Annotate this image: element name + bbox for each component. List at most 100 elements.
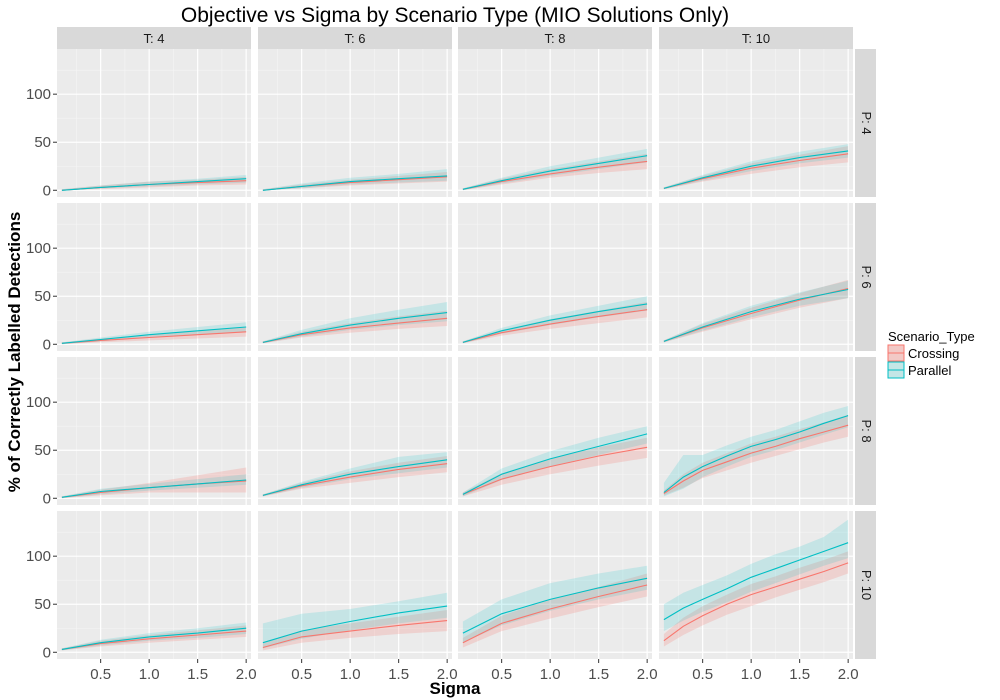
y-tick-label: 100 [26,548,51,565]
ribbon-parallel [462,426,648,497]
x-tick-label: 1.5 [187,666,208,683]
x-tick-label: 1.5 [789,666,810,683]
y-tick-label: 50 [34,288,51,305]
series-line-parallel [663,288,849,342]
legend-item-parallel: Parallel [887,361,951,379]
ribbon-crossing [663,279,849,343]
row-strip-label-p-6: P: 6 [859,265,874,288]
y-tick-label: 100 [26,240,51,257]
series-line-parallel [462,303,648,343]
series-line-parallel [462,577,648,634]
series-line-parallel [262,312,448,343]
panel-p-6-t-4 [57,203,251,351]
series-line-crossing [462,446,648,495]
panel-p-6-t-8 [458,203,652,351]
x-tick-label: 2.0 [637,666,658,683]
panel-p-6-t-10-background [659,203,853,351]
chart-title: Objective vs Sigma by Scenario Type (MIO… [181,4,729,27]
panel-p-10-t-10 [659,511,853,659]
x-tick-label: 0.5 [291,666,312,683]
series-line-crossing [262,317,448,343]
series-line-crossing [262,463,448,496]
panel-p-8-t-4 [57,357,251,505]
legend-item-crossing: Crossing [887,344,959,362]
series-line-crossing [663,424,849,494]
series-line-parallel [61,326,247,344]
row-strip-p-4 [855,49,876,197]
series-line-parallel [462,155,648,190]
ribbon-parallel [462,565,648,643]
legend: Scenario_Type Crossing Parallel [887,329,975,379]
row-strip-label-p-4: P: 4 [859,111,874,134]
series-line-crossing [462,309,648,343]
y-tick-label: 0 [43,644,51,661]
panel-p-4-t-6 [258,49,452,197]
panel-p-4-t-10-background [659,49,853,197]
y-tick-label: 0 [43,336,51,353]
col-strip-label-t-8: T: 8 [545,31,566,46]
panel-p-10-t-6 [258,511,452,659]
x-tick-label: 1.0 [139,666,160,683]
series-line-parallel [663,150,849,189]
x-tick-label: 1.5 [588,666,609,683]
col-strip-t-10 [659,27,853,49]
series-line-crossing [262,620,448,649]
x-tick-label: 0.5 [692,666,713,683]
panel-p-8-t-4-background [57,357,251,505]
series-line-parallel [262,175,448,191]
facet-grid: T: 4 T: 6 T: 8 T: 10 P: 4 P: 6 P: 8 P: 10 0 50 100… [26,27,876,683]
x-tick-label: 2.0 [236,666,257,683]
ribbon-parallel [262,169,448,191]
x-axis-title: Sigma [429,679,481,698]
series-line-parallel [663,542,849,621]
panel-p-4-t-8-background [458,49,652,197]
x-tick-label: 1.0 [540,666,561,683]
y-tick-label: 0 [43,490,51,507]
panel-p-6-t-10 [659,203,853,351]
row-strip-label-p-8: P: 8 [859,419,874,442]
panel-p-6-t-8-background [458,203,652,351]
panel-p-4-t-6-background [258,49,452,197]
legend-label-parallel: Parallel [908,363,951,378]
panel-p-10-t-4 [57,511,251,659]
series-line-crossing [663,153,849,189]
series-line-crossing [462,584,648,644]
x-tick-label: 2.0 [838,666,859,683]
x-tick-label: 1.0 [741,666,762,683]
y-tick-label: 100 [26,86,51,103]
panel-p-8-t-10 [659,357,853,505]
panel-p-4-t-4-background [57,49,251,197]
series-line-parallel [262,459,448,496]
col-strip-t-4 [57,27,251,49]
ribbon-crossing [663,551,849,647]
series-line-crossing [462,160,648,190]
legend-title: Scenario_Type [888,329,975,344]
panel-p-4-t-8 [458,49,652,197]
row-strip-label-p-10: P: 10 [859,570,874,600]
x-tick-label: 1.0 [340,666,361,683]
ribbon-crossing [462,573,648,648]
x-tick-label: 0.5 [491,666,512,683]
series-line-crossing [663,562,849,642]
col-strip-t-8 [458,27,652,49]
panel-p-6-t-6-background [258,203,452,351]
x-tick-label: 0.5 [90,666,111,683]
col-strip-t-6 [258,27,452,49]
series-line-parallel [262,605,448,644]
col-strip-label-t-4: T: 4 [144,31,165,46]
row-strip-p-8 [855,357,876,505]
panel-p-6-t-4-background [57,203,251,351]
panel-p-8-t-10-background [659,357,853,505]
ribbon-crossing [462,302,648,344]
panel-p-10-t-10-background [659,511,853,659]
panel-p-10-t-8-background [458,511,652,659]
series-line-parallel [61,479,247,498]
y-tick-label: 100 [26,394,51,411]
panel-p-10-t-8 [458,511,652,659]
ribbon-parallel [262,452,448,497]
row-strip-p-10 [855,511,876,659]
series-line-crossing [61,331,247,344]
series-line-parallel [61,627,247,650]
panel-p-8-t-6 [258,357,452,505]
